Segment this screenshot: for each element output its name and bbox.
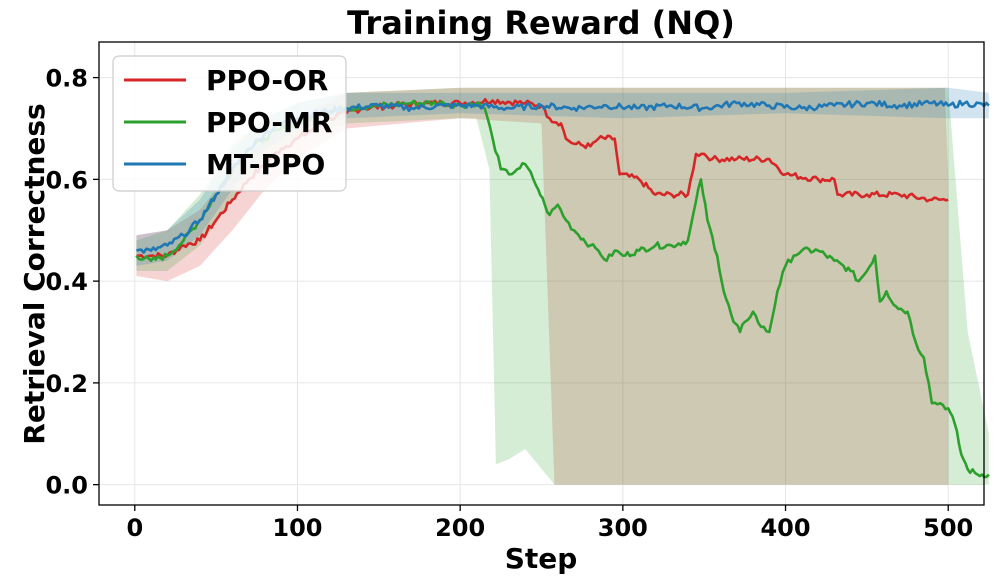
x-tick-label: 100: [272, 514, 322, 542]
legend-label-ppo-mr: PPO-MR: [206, 106, 332, 139]
x-tick-label: 500: [923, 514, 973, 542]
x-tick-label: 0: [126, 514, 143, 542]
legend-label-ppo-or: PPO-OR: [206, 64, 328, 97]
x-tick-label: 400: [760, 514, 810, 542]
grid: [99, 42, 984, 505]
chart-title: Training Reward (NQ): [347, 4, 735, 42]
y-tick-label: 0.2: [45, 370, 88, 398]
axis-ticks: 0 100 200 300 400 500 0.0 0.2 0.4 0.6 0.8: [45, 65, 973, 542]
band-ppo-mr: [136, 87, 989, 485]
legend: PPO-OR PPO-MR MT-PPO: [112, 55, 347, 192]
y-tick-label: 0.0: [45, 472, 88, 500]
x-axis-label: Step: [505, 542, 578, 575]
y-axis-label: Retrieval Correctness: [18, 103, 51, 444]
y-tick-label: 0.8: [45, 65, 88, 93]
legend-label-mt-ppo: MT-PPO: [206, 148, 325, 181]
plot-area-frame: [98, 41, 985, 506]
legend-box: [112, 55, 347, 192]
x-tick-label: 300: [598, 514, 648, 542]
y-tick-label: 0.4: [45, 268, 88, 296]
y-tick-label: 0.6: [45, 166, 88, 194]
band-ppo-or: [136, 87, 949, 485]
x-tick-label: 200: [435, 514, 485, 542]
